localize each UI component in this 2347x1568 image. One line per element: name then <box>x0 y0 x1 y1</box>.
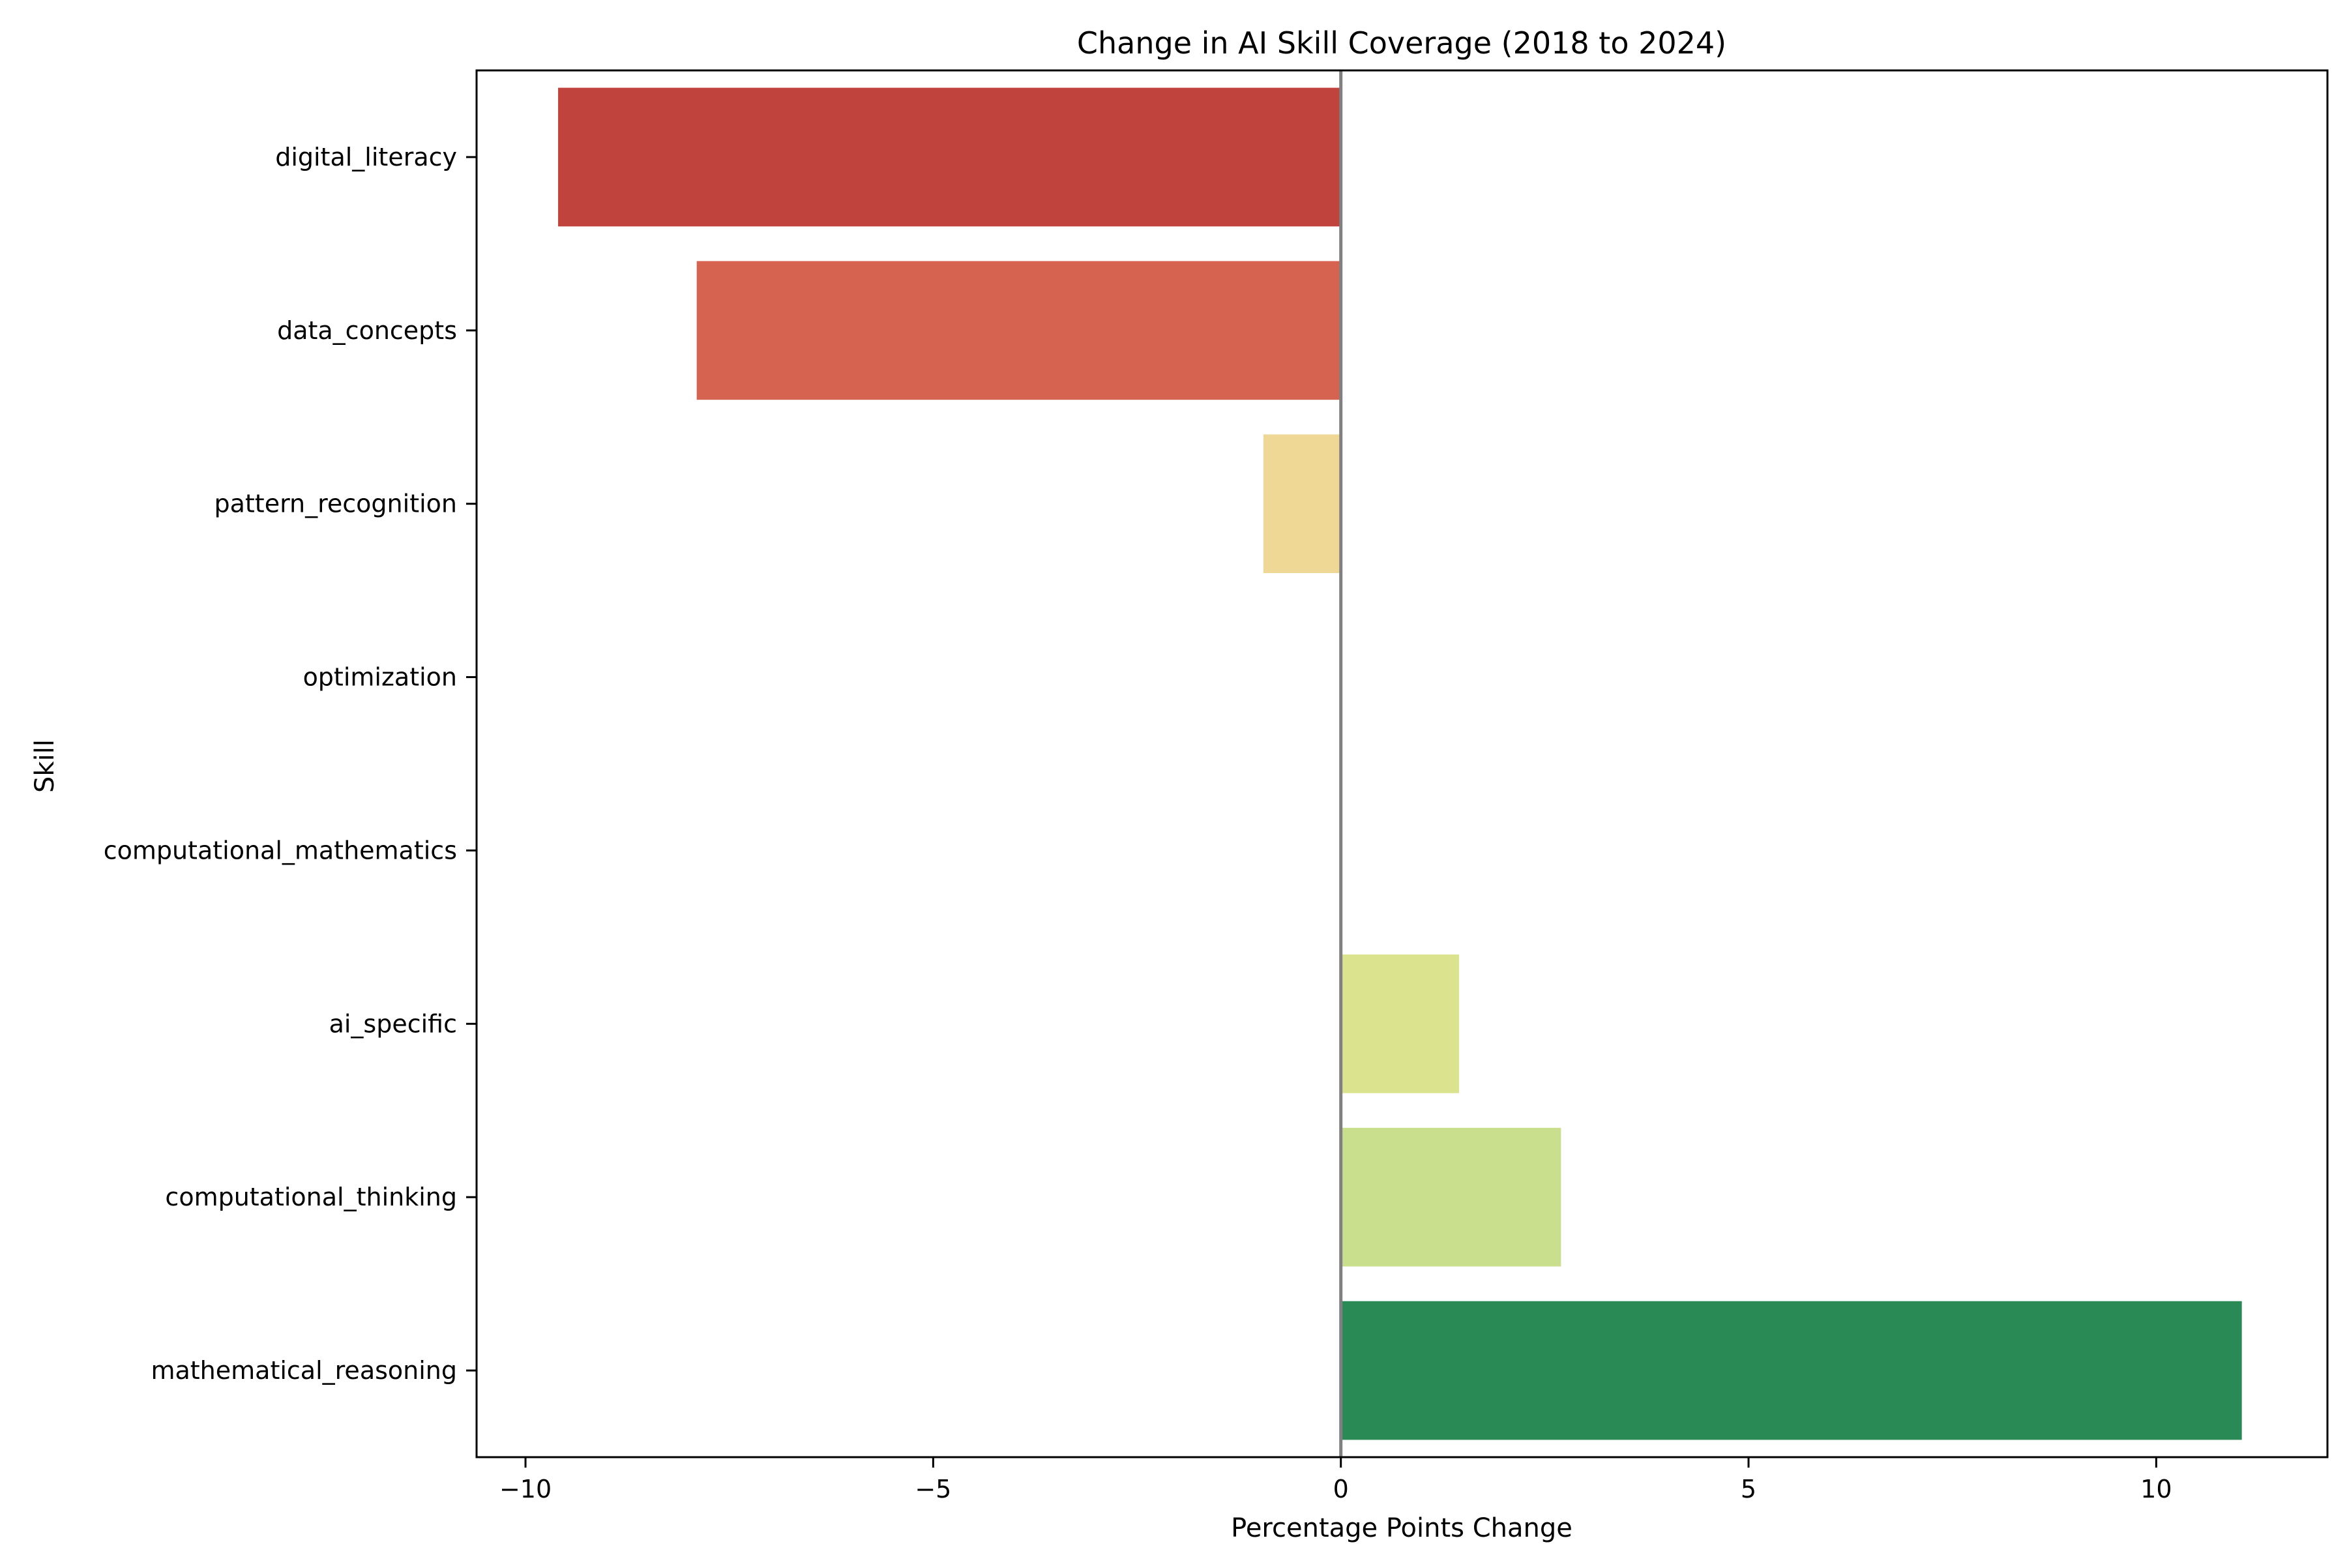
bars-layer <box>558 87 2242 1440</box>
x-tick-label: −5 <box>915 1475 951 1503</box>
chart-title: Change in AI Skill Coverage (2018 to 202… <box>1077 25 1726 61</box>
plot-frame <box>475 69 2329 1458</box>
y-tick-label-ai_specific: ai_specific <box>329 1009 457 1038</box>
bar-mathematical_reasoning <box>1340 1301 2242 1440</box>
y-tick-label-mathematical_reasoning: mathematical_reasoning <box>151 1356 457 1385</box>
y-tick-label-data_concepts: data_concepts <box>277 316 457 345</box>
x-axis-label: Percentage Points Change <box>1231 1513 1572 1543</box>
x-axis-ticks: −10 −5 0 5 10 <box>499 1457 2172 1503</box>
x-tick-label: −10 <box>499 1475 552 1503</box>
y-axis-label: Skill <box>30 739 60 793</box>
y-axis-ticks: digital_literacy data_concepts pattern_rec… <box>104 143 477 1385</box>
x-tick-label: 10 <box>2140 1475 2172 1503</box>
bar-data_concepts <box>696 261 1341 400</box>
y-tick-label-pattern_recognition: pattern_recognition <box>214 490 458 518</box>
y-tick-label-computational_mathematics: computational_mathematics <box>104 836 457 865</box>
x-tick-label: 5 <box>1741 1475 1756 1503</box>
x-tick-label: 0 <box>1333 1475 1349 1503</box>
y-tick-label-computational_thinking: computational_thinking <box>165 1183 457 1211</box>
bar-ai_specific <box>1340 954 1460 1093</box>
y-tick-label-digital_literacy: digital_literacy <box>275 143 457 171</box>
bar-computational_thinking <box>1340 1127 1561 1267</box>
bar-pattern_recognition <box>1263 434 1341 574</box>
bar-digital_literacy <box>558 87 1341 227</box>
y-tick-label-optimization: optimization <box>303 663 457 692</box>
